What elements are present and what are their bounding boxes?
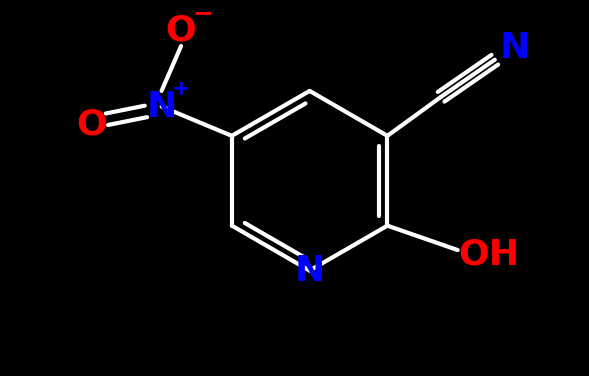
Text: N: N: [294, 253, 325, 288]
Text: +: +: [172, 79, 190, 99]
Text: −: −: [192, 1, 213, 25]
Text: N: N: [147, 89, 177, 124]
Text: O: O: [76, 107, 107, 141]
Text: N: N: [499, 31, 530, 65]
Text: OH: OH: [458, 238, 519, 272]
Text: O: O: [166, 14, 197, 47]
